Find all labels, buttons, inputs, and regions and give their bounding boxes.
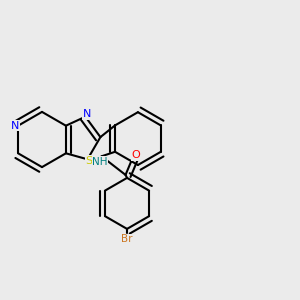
Text: Br: Br (121, 234, 133, 244)
Text: N: N (83, 109, 91, 119)
Text: O: O (132, 150, 140, 161)
Text: S: S (85, 156, 93, 166)
Text: N: N (11, 121, 19, 131)
Text: NH: NH (92, 157, 108, 167)
